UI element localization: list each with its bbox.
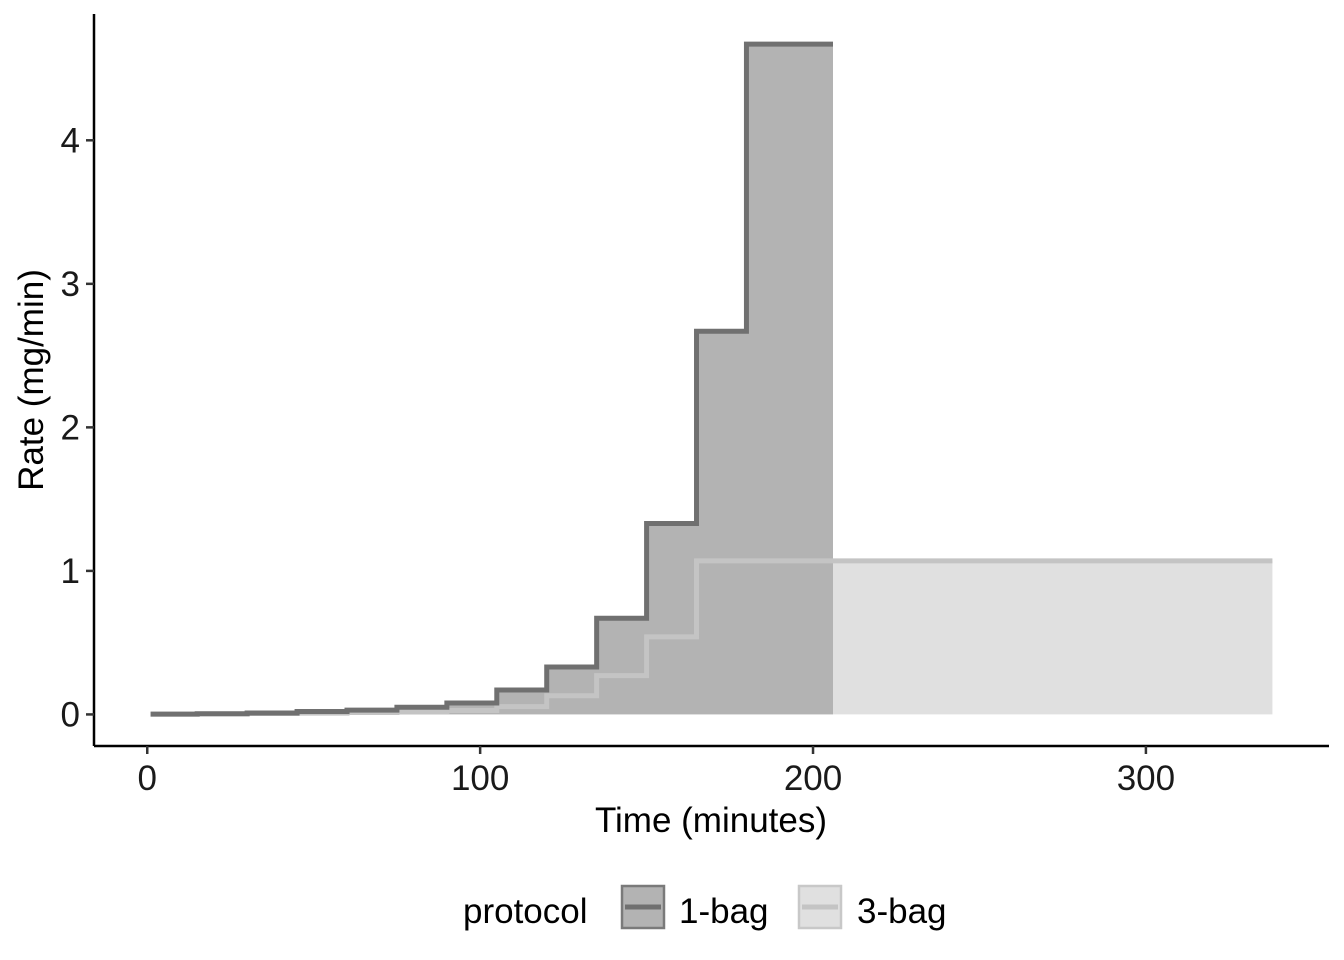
legend-label-3-bag: 3-bag xyxy=(857,892,947,931)
legend: protocol 1-bag 3-bag xyxy=(463,884,947,931)
y-axis-ticks: 0 1 2 3 4 xyxy=(61,121,94,734)
x-axis-ticks: 0 100 200 300 xyxy=(138,746,1175,798)
y-tick-label: 2 xyxy=(61,408,80,447)
series-lines xyxy=(150,41,1273,717)
legend-title: protocol xyxy=(463,892,588,931)
line-1-bag xyxy=(150,41,833,717)
legend-label-1-bag: 1-bag xyxy=(679,892,769,931)
x-tick-label: 300 xyxy=(1117,759,1175,798)
legend-item-3-bag: 3-bag xyxy=(797,884,947,931)
y-tick-label: 1 xyxy=(61,552,80,591)
series-areas xyxy=(150,44,1273,715)
x-axis-title: Time (minutes) xyxy=(595,801,827,840)
area-1-bag xyxy=(150,44,834,715)
legend-item-1-bag: 1-bag xyxy=(620,884,769,931)
y-axis-title: Rate (mg/min) xyxy=(12,269,51,491)
x-tick-label: 0 xyxy=(138,759,157,798)
y-tick-label: 3 xyxy=(61,265,80,304)
x-tick-label: 100 xyxy=(451,759,509,798)
plot-area xyxy=(150,41,1273,717)
x-tick-label: 200 xyxy=(784,759,842,798)
y-tick-label: 4 xyxy=(61,121,80,160)
y-tick-label: 0 xyxy=(61,695,80,734)
